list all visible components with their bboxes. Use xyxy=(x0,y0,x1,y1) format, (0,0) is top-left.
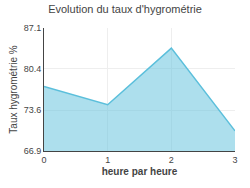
svg-text:87.1: 87.1 xyxy=(24,23,42,33)
svg-text:3: 3 xyxy=(232,155,237,165)
svg-text:80.4: 80.4 xyxy=(24,64,42,74)
svg-text:73.6: 73.6 xyxy=(24,105,42,115)
svg-text:0: 0 xyxy=(41,155,46,165)
svg-text:Taux hygrométrie %: Taux hygrométrie % xyxy=(8,45,19,133)
svg-text:Evolution du taux d'hygrométri: Evolution du taux d'hygrométrie xyxy=(48,3,202,15)
svg-text:heure par heure: heure par heure xyxy=(102,166,178,177)
svg-text:2: 2 xyxy=(169,155,174,165)
svg-text:66.9: 66.9 xyxy=(24,146,42,156)
svg-text:1: 1 xyxy=(105,155,110,165)
